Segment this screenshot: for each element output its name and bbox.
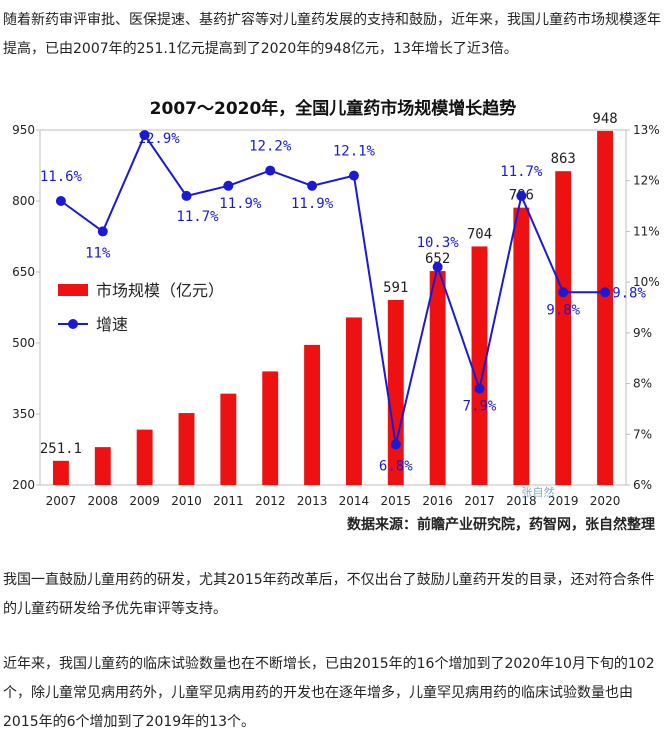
y-right-tick-label: 9% [633, 326, 652, 340]
bar [262, 371, 279, 485]
bar-value-label: 704 [467, 226, 492, 242]
growth-point [181, 190, 192, 201]
growth-rate-label: 11.7% [176, 209, 219, 225]
y-left-tick-label: 800 [12, 194, 35, 208]
legend-bar-label: 市场规模（亿元） [96, 281, 224, 300]
bar-value-label: 863 [551, 151, 576, 167]
bar [178, 413, 195, 485]
bar [52, 460, 69, 485]
growth-point [265, 165, 276, 176]
legend-line-label: 增速 [96, 315, 128, 334]
x-tick-label: 2016 [422, 494, 453, 508]
growth-rate-label: 9.8% [612, 285, 646, 301]
y-right-tick-label: 12% [633, 174, 660, 188]
growth-rate-label: 9.8% [546, 302, 580, 318]
bar-value-label: 948 [592, 111, 617, 127]
chart-source-note: 数据来源：前瞻产业研究院，药智网，张自然整理 [347, 516, 655, 533]
growth-rate-label: 11.7% [500, 164, 543, 180]
bar [345, 317, 362, 485]
bar [220, 393, 237, 485]
x-tick-label: 2013 [297, 494, 328, 508]
x-tick-label: 2015 [381, 494, 412, 508]
legend-line-marker [68, 319, 78, 329]
x-tick-label: 2014 [339, 494, 370, 508]
bar-value-label: 652 [425, 251, 450, 267]
growth-rate-label: 12.9% [138, 131, 181, 147]
growth-rate-label: 11.6% [40, 169, 83, 185]
y-left-tick-label: 350 [12, 407, 35, 421]
bar [429, 271, 446, 485]
bar [597, 130, 614, 486]
y-left-tick-label: 500 [12, 336, 35, 350]
legend-bar-swatch [58, 284, 88, 296]
y-right-tick-label: 11% [633, 224, 660, 238]
y-left-tick-label: 950 [12, 123, 35, 137]
growth-rate-label: 12.2% [249, 139, 292, 155]
x-tick-label: 2010 [171, 494, 202, 508]
watermark-text: 张自然 [522, 485, 555, 499]
plot-area: 200 350 500 650 800 950 6% 7% 8% 9% 10% 11% 12% 13% 25… [12, 111, 660, 508]
growth-rate-label: 12.1% [333, 144, 376, 160]
x-tick-label: 2011 [213, 494, 244, 508]
bar [94, 447, 111, 485]
x-tick-label: 2019 [548, 494, 579, 508]
growth-point [474, 383, 485, 394]
bar [471, 246, 488, 485]
growth-rate-label: 7.9% [463, 399, 497, 415]
bar [136, 429, 153, 485]
bar-value-label: 591 [383, 280, 408, 296]
growth-point [390, 439, 401, 450]
chart-title: 2007～2020年，全国儿童药市场规模增长趋势 [150, 98, 517, 119]
growth-line [60, 133, 606, 445]
growth-point [600, 287, 611, 298]
growth-rate-label: 10.3% [417, 235, 460, 251]
bar [513, 207, 530, 486]
growth-point [432, 261, 443, 272]
growth-point [348, 170, 359, 181]
bar [387, 299, 404, 485]
bar [304, 344, 321, 485]
x-tick-label: 2017 [464, 494, 495, 508]
bar-value-label: 251.1 [40, 441, 82, 457]
market-size-chart: 2007～2020年，全国儿童药市场规模增长趋势 200 350 500 650 800… [0, 92, 667, 542]
y-left-tick-label: 200 [12, 478, 35, 492]
bar [555, 171, 572, 485]
x-tick-label: 2009 [129, 494, 160, 508]
growth-point [139, 130, 150, 141]
x-tick-label: 2007 [46, 494, 77, 508]
growth-point [97, 226, 108, 237]
y-right-tick-label: 10% [633, 275, 660, 289]
plot-frame [39, 129, 627, 486]
growth-point [558, 287, 569, 298]
y-right-tick-label: 7% [633, 427, 652, 441]
y-right-tick-label: 13% [633, 123, 660, 137]
x-tick-label: 2018 [506, 494, 537, 508]
growth-rate-label: 11.9% [291, 196, 334, 212]
trials-paragraph: 近年来，我国儿童药的临床试验数量也在不断增长，已由2015年的16个增加到了20… [3, 656, 655, 730]
growth-rate-label: 11% [85, 245, 111, 261]
x-tick-label: 2012 [255, 494, 286, 508]
growth-point [516, 190, 527, 201]
policy-paragraph: 我国一直鼓励儿童用药的研发，尤其2015年药改革后，不仅出台了鼓励儿童药开发的目… [3, 572, 655, 617]
growth-point [307, 180, 318, 191]
growth-rate-label: 6.8% [379, 458, 413, 474]
y-right-tick-label: 8% [633, 377, 652, 391]
y-right-tick-label: 6% [633, 478, 652, 492]
growth-rate-label: 11.9% [219, 196, 262, 212]
y-left-tick-label: 650 [12, 265, 35, 279]
growth-point [55, 196, 66, 206]
x-tick-label: 2008 [88, 494, 119, 508]
growth-point [223, 180, 234, 191]
x-tick-label: 2020 [590, 494, 621, 508]
intro-paragraph: 随着新药审评审批、医保提速、基药扩容等对儿童药发展的支持和鼓励，近年来，我国儿童… [3, 12, 661, 57]
